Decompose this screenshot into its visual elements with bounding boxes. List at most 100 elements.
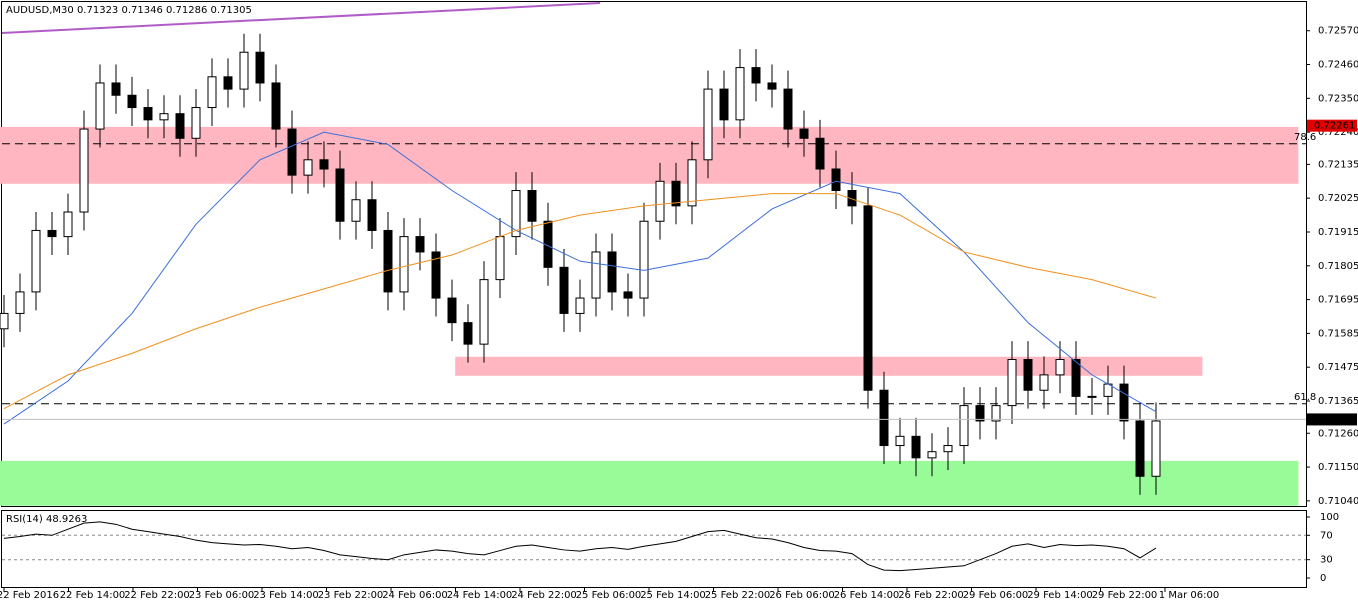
candle-body <box>143 107 153 121</box>
zone <box>0 126 1299 184</box>
y-tick-label: 0.71805 <box>1318 261 1358 272</box>
x-tick-label: 24 Feb 14:00 <box>447 590 513 601</box>
x-tick-label: 25 Feb 06:00 <box>576 590 642 601</box>
candle-body <box>1135 420 1145 477</box>
x-tick-label: 24 Feb 22:00 <box>511 590 577 601</box>
candle-body <box>207 76 217 109</box>
candle-body <box>1023 359 1033 391</box>
candle-body <box>671 180 681 207</box>
candle-body <box>687 159 697 207</box>
candle-body <box>527 190 537 222</box>
price-label-box <box>1307 413 1357 426</box>
candle-body <box>959 405 969 447</box>
x-tick-label: 22 Feb 2016 <box>0 590 59 601</box>
price-label: 0.72261 <box>1314 121 1355 132</box>
y-tick-label: 0.71915 <box>1318 227 1358 238</box>
candle-body <box>31 229 41 293</box>
rsi-title: RSI(14) 48.9263 <box>6 514 87 525</box>
candle-body <box>223 76 233 90</box>
main-panel <box>1 1 1307 507</box>
x-tick-label: 24 Feb 06:00 <box>382 590 448 601</box>
candle-body <box>623 291 633 299</box>
candle-body <box>495 236 505 281</box>
y-tick-label: 0.72350 <box>1318 93 1358 104</box>
rsi-tick-label: 0 <box>1320 573 1326 584</box>
moving-average <box>3 193 1157 410</box>
y-tick-label: 0.72570 <box>1318 26 1358 37</box>
price-label: 0.71305 <box>1314 414 1355 425</box>
y-tick-label: 0.71695 <box>1318 295 1358 306</box>
candle-body <box>479 279 489 345</box>
candle-body <box>559 266 569 314</box>
candle-body <box>607 251 617 293</box>
candle-body <box>591 251 601 299</box>
rsi-tick-label: 100 <box>1320 512 1339 523</box>
candle-body <box>319 159 329 170</box>
fib-label: 61.8 <box>1294 392 1316 403</box>
candle-body <box>767 82 777 90</box>
candle-body <box>831 168 841 192</box>
candle-body <box>511 190 521 238</box>
candle-body <box>1071 359 1081 397</box>
candle-body <box>335 168 345 222</box>
x-tick-label: 26 Feb 14:00 <box>834 590 900 601</box>
x-tick-label: 23 Feb 06:00 <box>189 590 255 601</box>
candle-body <box>975 405 985 422</box>
candle-body <box>719 88 729 121</box>
candle-body <box>383 229 393 293</box>
candle-body <box>0 312 9 330</box>
y-tick-label: 0.72240 <box>1318 127 1358 138</box>
y-tick-label: 0.71475 <box>1318 362 1358 373</box>
y-tick-label: 0.71585 <box>1318 328 1358 339</box>
candle-body <box>703 88 713 161</box>
candle-body <box>175 113 185 139</box>
candle-body <box>367 199 377 231</box>
y-tick-label: 0.71260 <box>1318 428 1358 439</box>
candle-body <box>239 51 249 90</box>
candle-body <box>751 67 761 84</box>
candle-body <box>79 128 89 213</box>
y-tick-label: 0.71040 <box>1318 496 1358 507</box>
candle-body <box>575 297 585 314</box>
x-tick-label: 26 Feb 06:00 <box>769 590 835 601</box>
candle-body <box>1119 383 1129 422</box>
candle-body <box>127 94 137 109</box>
x-tick-label: 23 Feb 22:00 <box>318 590 384 601</box>
candle-body <box>991 405 1001 422</box>
x-tick-label: 29 Feb 06:00 <box>963 590 1029 601</box>
rsi-tick-label: 70 <box>1320 530 1333 541</box>
x-tick-label: 25 Feb 14:00 <box>640 590 706 601</box>
candle-body <box>463 322 473 345</box>
rsi-panel <box>1 510 1307 588</box>
candle-body <box>815 137 825 170</box>
candle-body <box>847 190 857 207</box>
candle-body <box>63 211 73 238</box>
x-tick-label: 25 Feb 22:00 <box>705 590 771 601</box>
candle-body <box>111 82 121 96</box>
candle-body <box>639 220 649 299</box>
candle-body <box>159 113 169 121</box>
candle-body <box>351 199 361 222</box>
fib-label: 78.6 <box>1294 132 1316 143</box>
candle-body <box>1039 374 1049 391</box>
candle-body <box>287 128 297 176</box>
y-tick-label: 0.72135 <box>1318 159 1358 170</box>
x-tick-label: 26 Feb 22:00 <box>898 590 964 601</box>
x-tick-label: 29 Feb 14:00 <box>1027 590 1093 601</box>
y-tick-label: 0.72025 <box>1318 193 1358 204</box>
trend-line <box>1 2 601 34</box>
rsi-line <box>3 521 1157 572</box>
x-tick-label: 22 Feb 22:00 <box>124 590 190 601</box>
candle-body <box>927 451 937 459</box>
candle-body <box>943 445 953 453</box>
candle-body <box>191 107 201 139</box>
candle-body <box>1087 395 1097 398</box>
rsi-tick-label: 30 <box>1320 555 1333 566</box>
candle-body <box>255 51 265 84</box>
candle-body <box>447 297 457 324</box>
y-tick-label: 0.71150 <box>1318 462 1358 473</box>
x-tick-label: 23 Feb 14:00 <box>253 590 319 601</box>
chart-title: AUDUSD,M30 0.71323 0.71346 0.71286 0.713… <box>6 5 252 16</box>
candle-body <box>415 236 425 253</box>
